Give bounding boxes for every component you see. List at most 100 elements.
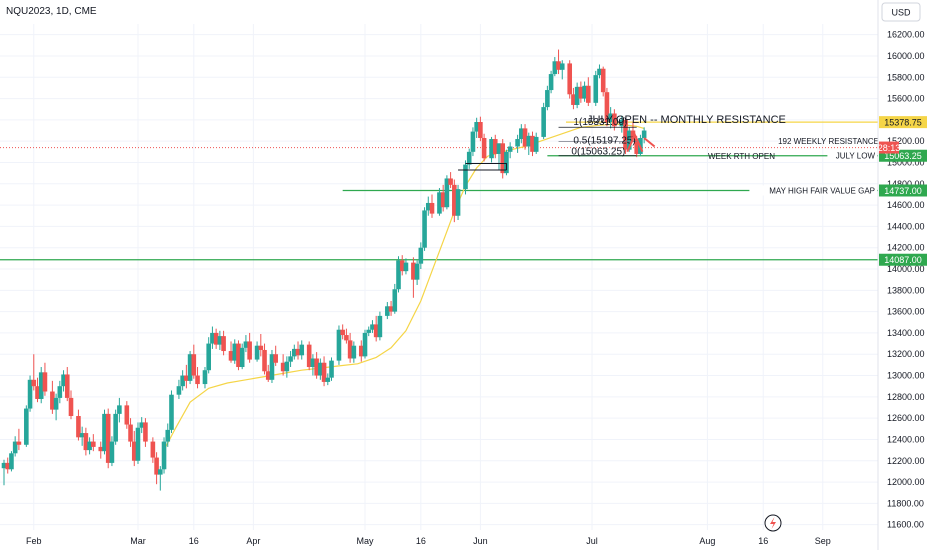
candle[interactable] [321, 356, 327, 387]
candle[interactable] [258, 333, 264, 357]
candle[interactable] [403, 258, 409, 275]
candle[interactable] [641, 127, 647, 144]
candle[interactable] [1, 459, 7, 486]
candle[interactable] [440, 184, 446, 212]
candle[interactable] [507, 142, 513, 159]
candle[interactable] [392, 283, 398, 314]
candle[interactable] [496, 143, 502, 170]
candle[interactable] [325, 373, 331, 386]
candle[interactable] [474, 117, 479, 138]
candle[interactable] [31, 354, 37, 391]
candle[interactable] [16, 428, 22, 451]
candle[interactable] [12, 436, 18, 457]
candle[interactable] [448, 172, 453, 189]
candle[interactable] [273, 345, 278, 366]
candle[interactable] [38, 367, 44, 404]
candle[interactable] [444, 175, 450, 210]
candle[interactable] [202, 367, 208, 389]
candle[interactable] [571, 87, 576, 110]
candle[interactable] [176, 379, 182, 399]
candle[interactable] [429, 194, 435, 218]
candle[interactable] [158, 466, 163, 491]
candle[interactable] [83, 427, 89, 456]
candle[interactable] [291, 344, 297, 360]
candle[interactable] [150, 437, 156, 463]
candle[interactable] [135, 422, 141, 464]
candle[interactable] [600, 66, 606, 97]
candle[interactable] [347, 332, 353, 363]
candle[interactable] [340, 324, 345, 340]
candle[interactable] [50, 380, 55, 414]
candle[interactable] [105, 408, 111, 469]
candle[interactable] [418, 242, 424, 270]
candle[interactable] [578, 81, 584, 103]
candle[interactable] [139, 417, 145, 434]
lightning-icon[interactable] [764, 514, 782, 532]
candle[interactable] [582, 81, 587, 102]
candle[interactable] [593, 70, 599, 107]
time-axis[interactable]: Feb Mar 16 Apr May 16 Jun Jul Aug 16 Sep [26, 536, 831, 546]
candle[interactable] [362, 329, 368, 359]
candle[interactable] [608, 107, 613, 129]
candle[interactable] [318, 358, 323, 380]
candle[interactable] [295, 341, 301, 360]
candle[interactable] [254, 341, 260, 362]
candle[interactable] [489, 136, 494, 163]
candle[interactable] [288, 351, 293, 368]
candle[interactable] [370, 320, 375, 333]
candle[interactable] [131, 430, 137, 467]
candle[interactable] [344, 328, 349, 344]
candle[interactable] [452, 179, 457, 223]
candle[interactable] [530, 131, 535, 157]
candle[interactable] [463, 160, 468, 195]
candle[interactable] [210, 326, 215, 349]
candle[interactable] [437, 188, 442, 216]
candle[interactable] [269, 349, 275, 383]
candle[interactable] [262, 343, 267, 375]
candles-layer[interactable] [1, 49, 647, 491]
candle[interactable] [556, 49, 561, 75]
candle[interactable] [522, 124, 528, 150]
candle[interactable] [574, 82, 580, 109]
candle[interactable] [414, 260, 420, 285]
candle[interactable] [213, 328, 219, 349]
candle[interactable] [35, 377, 40, 403]
candle[interactable] [124, 401, 130, 429]
candle[interactable] [143, 418, 148, 447]
candle[interactable] [265, 364, 271, 382]
candle[interactable] [113, 409, 118, 445]
candle[interactable] [247, 332, 252, 363]
candle[interactable] [217, 330, 223, 350]
candle[interactable] [76, 409, 81, 441]
candle[interactable] [184, 364, 189, 389]
candle[interactable] [87, 437, 92, 455]
countdown-tag[interactable]: 28:13 [878, 141, 901, 154]
candle[interactable] [597, 64, 602, 79]
candle[interactable] [306, 341, 312, 371]
candle[interactable] [299, 340, 305, 360]
candle[interactable] [470, 127, 476, 157]
candle[interactable] [206, 337, 211, 374]
candle[interactable] [232, 339, 238, 364]
candle[interactable] [310, 354, 316, 376]
candle[interactable] [411, 257, 416, 298]
candle[interactable] [128, 418, 133, 447]
candle[interactable] [504, 149, 509, 176]
candle[interactable] [604, 87, 610, 127]
candle[interactable] [533, 132, 539, 154]
candle[interactable] [586, 77, 591, 107]
currency-button[interactable]: USD [881, 2, 921, 22]
candle[interactable] [396, 256, 401, 293]
candle[interactable] [79, 426, 85, 446]
price-axis[interactable]: 11600.00 11800.00 12000.00 12200.00 12400.00… [877, 0, 927, 550]
candle[interactable] [53, 393, 59, 421]
candle[interactable] [388, 300, 394, 316]
candle[interactable] [425, 196, 431, 216]
candle[interactable] [169, 390, 174, 434]
candle[interactable] [42, 362, 48, 396]
candle[interactable] [236, 340, 241, 371]
candle[interactable] [161, 437, 167, 474]
price-tag[interactable]: 14087.00 [879, 253, 927, 266]
candle[interactable] [280, 354, 286, 376]
